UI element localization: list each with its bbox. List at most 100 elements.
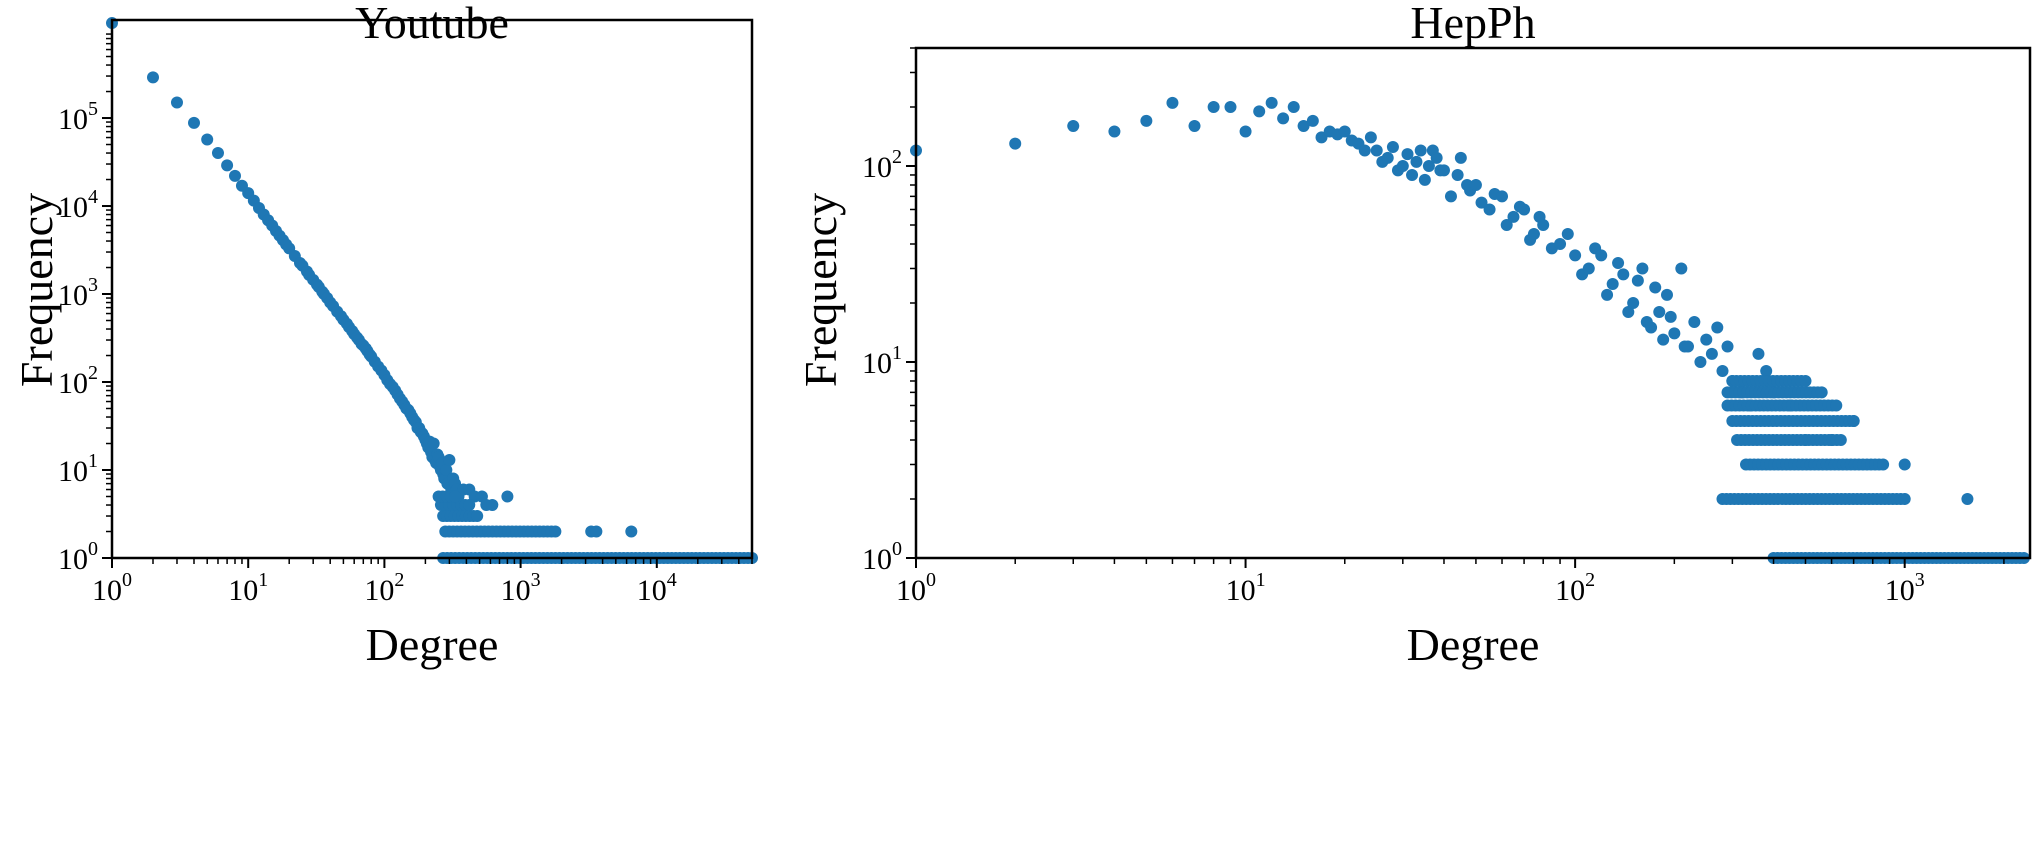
tick-base: 10: [364, 574, 394, 607]
data-point: [1653, 305, 1666, 318]
data-point: [188, 116, 201, 129]
data-point: [1386, 141, 1399, 154]
data-point: [549, 525, 562, 538]
data-point: [221, 159, 234, 172]
y-tick-label: 101: [58, 450, 98, 488]
tick-base: 10: [1885, 574, 1915, 607]
data-point: [471, 510, 484, 523]
data-point: [1338, 125, 1351, 138]
data-point: [1451, 168, 1464, 181]
data-point: [501, 490, 514, 503]
data-point: [1370, 144, 1383, 157]
data-point: [1622, 305, 1635, 318]
x-axis-label: Degree: [1407, 619, 1540, 670]
tick-base: 10: [58, 279, 88, 312]
data-point: [1631, 274, 1644, 287]
x-axis-label: Degree: [366, 619, 499, 670]
data-point: [1657, 333, 1670, 346]
data-point: [1381, 151, 1394, 164]
data-point: [1705, 347, 1718, 360]
y-tick-label: 105: [58, 98, 98, 136]
data-point: [1700, 333, 1713, 346]
data-point: [1561, 227, 1574, 240]
x-tick-label: 101: [1226, 569, 1266, 607]
data-point: [1721, 340, 1734, 353]
data-point: [1422, 160, 1435, 173]
y-tick-label: 102: [58, 362, 98, 400]
y-tick-label: 102: [862, 146, 902, 184]
tick-exponent: 2: [394, 569, 404, 591]
data-point: [1166, 96, 1179, 109]
data-point: [1711, 321, 1724, 334]
data-point: [147, 71, 160, 84]
tick-exponent: 3: [88, 274, 98, 296]
data-point: [1688, 315, 1701, 328]
data-point: [1418, 173, 1431, 186]
tick-base: 10: [896, 574, 926, 607]
data-point: [1287, 101, 1300, 114]
y-axis-label: Frequency: [11, 193, 62, 387]
tick-exponent: 3: [1915, 569, 1925, 591]
x-tick-label: 103: [1885, 569, 1925, 607]
data-point: [170, 96, 183, 109]
x-tick-label: 100: [92, 569, 132, 607]
x-tick-label: 100: [896, 569, 936, 607]
y-tick-label: 104: [58, 186, 98, 224]
data-point: [1716, 364, 1729, 377]
data-point: [427, 437, 440, 450]
data-point: [1475, 196, 1488, 209]
data-point: [1752, 347, 1765, 360]
data-point: [486, 499, 499, 512]
data-point: [1595, 249, 1608, 262]
data-point: [1675, 262, 1688, 275]
tick-exponent: 0: [122, 569, 132, 591]
tick-base: 10: [862, 543, 892, 576]
y-tick-label: 103: [58, 274, 98, 312]
tick-base: 10: [637, 574, 667, 607]
data-point: [1681, 340, 1694, 353]
tick-base: 10: [862, 151, 892, 184]
data-point: [1569, 249, 1582, 262]
tick-exponent: 2: [88, 362, 98, 384]
tick-exponent: 5: [88, 98, 98, 120]
x-tick-label: 103: [501, 569, 541, 607]
data-point: [1518, 203, 1531, 216]
tick-exponent: 2: [1585, 569, 1595, 591]
data-point: [1224, 101, 1237, 114]
data-point: [1500, 219, 1513, 232]
data-point: [1265, 96, 1278, 109]
data-point: [1627, 297, 1640, 309]
y-tick-label: 101: [862, 342, 902, 380]
data-point: [1645, 321, 1658, 334]
chart-title: HepPh: [1410, 0, 1535, 48]
data-point: [1277, 112, 1290, 125]
tick-base: 10: [58, 191, 88, 224]
data-point: [1009, 137, 1022, 150]
tick-exponent: 3: [531, 569, 541, 591]
data-point: [1898, 458, 1911, 471]
tick-base: 10: [1555, 574, 1585, 607]
data-point: [1140, 114, 1153, 127]
data-point: [1067, 119, 1080, 132]
tick-exponent: 1: [1256, 569, 1266, 591]
data-point: [1207, 101, 1220, 114]
data-point: [1636, 262, 1649, 275]
tick-base: 10: [92, 574, 122, 607]
data-point: [449, 490, 462, 503]
data-point: [1601, 288, 1614, 301]
tick-base: 10: [58, 455, 88, 488]
data-point: [440, 464, 453, 477]
data-point: [1830, 399, 1843, 412]
tick-base: 10: [862, 347, 892, 380]
tick-base: 10: [58, 367, 88, 400]
data-point: [1306, 114, 1319, 127]
tick-exponent: 4: [88, 186, 98, 208]
scatter-points: [910, 96, 2030, 564]
data-point: [1834, 433, 1847, 446]
data-point: [1507, 210, 1520, 223]
data-point: [1444, 190, 1457, 203]
x-tick-label: 102: [1555, 569, 1595, 607]
data-point: [201, 133, 214, 146]
x-tick-label: 102: [364, 569, 404, 607]
data-point: [625, 525, 638, 538]
